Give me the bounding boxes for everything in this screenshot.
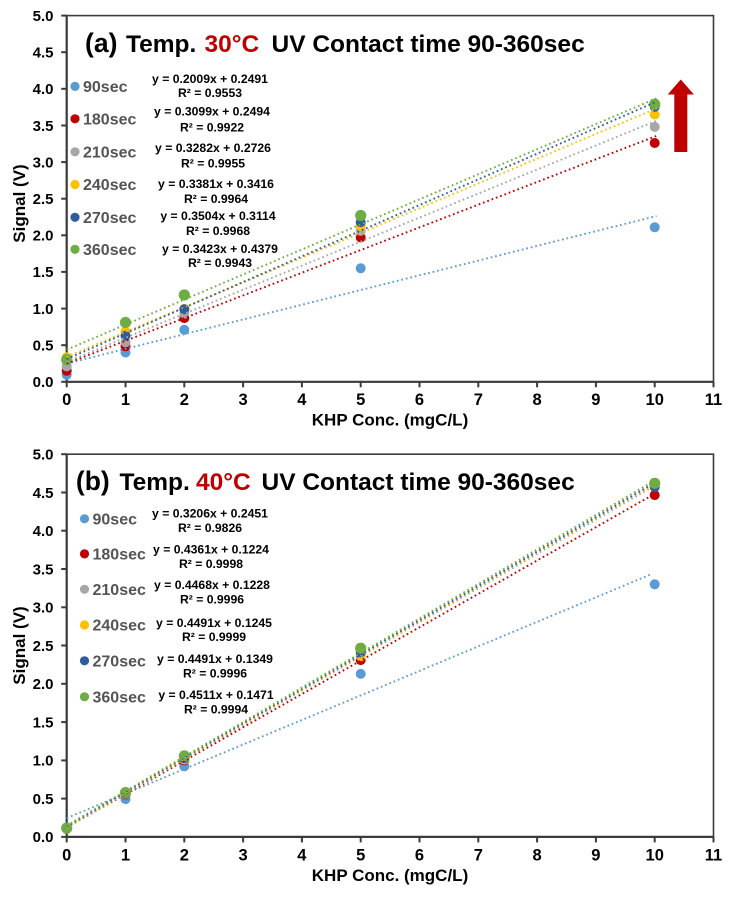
svg-text:210sec: 210sec	[83, 144, 136, 161]
svg-text:360sec: 360sec	[93, 689, 146, 706]
svg-text:0: 0	[62, 391, 71, 409]
svg-text:1.5: 1.5	[33, 714, 54, 731]
svg-text:Signal (V): Signal (V)	[10, 164, 29, 242]
svg-text:3.5: 3.5	[33, 561, 54, 578]
svg-text:R² = 0.9994: R² = 0.9994	[184, 702, 248, 716]
svg-text:UV Contact time 90-360sec: UV Contact time 90-360sec	[272, 31, 585, 58]
svg-text:1.0: 1.0	[33, 753, 54, 770]
svg-text:30°C: 30°C	[205, 31, 260, 58]
svg-text:5: 5	[356, 847, 365, 865]
svg-text:4: 4	[297, 847, 307, 865]
svg-text:Temp.: Temp.	[120, 469, 190, 496]
svg-text:KHP Conc. (mgC/L): KHP Conc. (mgC/L)	[312, 866, 468, 885]
svg-text:y = 0.4511x + 0.1471: y = 0.4511x + 0.1471	[158, 688, 273, 702]
svg-text:R² = 0.9955: R² = 0.9955	[181, 156, 245, 170]
svg-text:8: 8	[533, 391, 542, 409]
svg-text:y = 0.4361x + 0.1224: y = 0.4361x + 0.1224	[153, 543, 269, 557]
svg-text:R² = 0.9998: R² = 0.9998	[179, 557, 243, 571]
svg-text:10: 10	[646, 847, 664, 865]
svg-text:180sec: 180sec	[93, 546, 146, 563]
svg-text:(b): (b)	[76, 466, 110, 496]
svg-text:Temp.: Temp.	[126, 31, 196, 58]
svg-text:y = 0.3423x + 0.4379: y = 0.3423x + 0.4379	[162, 242, 278, 256]
svg-text:3.0: 3.0	[33, 600, 54, 617]
svg-text:270sec: 270sec	[93, 653, 146, 670]
svg-text:8: 8	[533, 847, 542, 865]
svg-text:2.0: 2.0	[33, 228, 54, 245]
svg-text:270sec: 270sec	[83, 210, 136, 227]
svg-text:40°C: 40°C	[196, 469, 251, 496]
svg-text:y = 0.4468x + 0.1228: y = 0.4468x + 0.1228	[154, 578, 270, 592]
svg-text:9: 9	[591, 847, 600, 865]
svg-text:R² = 0.9922: R² = 0.9922	[180, 120, 244, 134]
svg-text:180sec: 180sec	[83, 111, 136, 128]
svg-text:R² = 0.9968: R² = 0.9968	[186, 224, 250, 238]
svg-text:5: 5	[356, 391, 365, 409]
svg-text:R² = 0.9943: R² = 0.9943	[188, 256, 252, 270]
svg-text:4.0: 4.0	[33, 523, 54, 540]
svg-text:0.0: 0.0	[33, 374, 54, 391]
svg-text:6: 6	[415, 391, 424, 409]
svg-text:0.0: 0.0	[33, 829, 54, 846]
svg-text:R² = 0.9996: R² = 0.9996	[180, 592, 244, 606]
svg-text:R² = 0.9964: R² = 0.9964	[184, 192, 248, 206]
svg-text:2.0: 2.0	[33, 676, 54, 693]
svg-text:y = 0.3381x + 0.3416: y = 0.3381x + 0.3416	[158, 177, 274, 191]
svg-text:4.5: 4.5	[33, 485, 54, 502]
svg-text:5.0: 5.0	[33, 447, 54, 464]
svg-text:0.5: 0.5	[33, 791, 54, 808]
svg-text:UV Contact time 90-360sec: UV Contact time 90-360sec	[262, 469, 575, 496]
svg-text:1: 1	[121, 391, 130, 409]
svg-text:90sec: 90sec	[83, 79, 128, 96]
svg-text:KHP Conc. (mgC/L): KHP Conc. (mgC/L)	[312, 411, 468, 430]
svg-text:y = 0.3206x + 0.2451: y = 0.3206x + 0.2451	[152, 507, 268, 521]
svg-text:360sec: 360sec	[83, 242, 136, 259]
svg-text:R² = 0.9996: R² = 0.9996	[183, 667, 247, 681]
svg-text:4.0: 4.0	[33, 81, 54, 98]
svg-text:2: 2	[180, 847, 189, 865]
svg-text:5.0: 5.0	[33, 8, 54, 25]
svg-text:1.0: 1.0	[33, 301, 54, 318]
svg-text:R² = 0.9826: R² = 0.9826	[178, 521, 242, 535]
svg-text:3: 3	[239, 847, 248, 865]
svg-text:11: 11	[705, 391, 722, 409]
svg-text:11: 11	[705, 847, 722, 865]
svg-text:210sec: 210sec	[93, 582, 146, 599]
svg-text:240sec: 240sec	[83, 177, 136, 194]
svg-text:4.5: 4.5	[33, 45, 54, 62]
svg-text:2.5: 2.5	[33, 638, 54, 655]
svg-text:7: 7	[474, 847, 483, 865]
svg-text:y = 0.2009x + 0.2491: y = 0.2009x + 0.2491	[152, 72, 268, 86]
svg-text:(a): (a)	[85, 28, 117, 58]
svg-text:10: 10	[646, 391, 664, 409]
svg-text:y = 0.4491x + 0.1245: y = 0.4491x + 0.1245	[156, 616, 272, 630]
svg-text:y = 0.4491x + 0.1349: y = 0.4491x + 0.1349	[157, 652, 273, 666]
svg-text:0: 0	[62, 847, 71, 865]
svg-text:4: 4	[297, 391, 307, 409]
svg-text:0.5: 0.5	[33, 338, 54, 355]
svg-text:y = 0.3099x + 0.2494: y = 0.3099x + 0.2494	[154, 104, 270, 118]
svg-text:2: 2	[180, 391, 189, 409]
svg-text:Signal (V): Signal (V)	[10, 606, 29, 684]
svg-text:3: 3	[239, 391, 248, 409]
svg-text:R² = 0.9553: R² = 0.9553	[178, 86, 242, 100]
svg-text:7: 7	[474, 391, 483, 409]
svg-text:3.0: 3.0	[33, 154, 54, 171]
svg-text:1: 1	[121, 847, 130, 865]
svg-text:R² = 0.9999: R² = 0.9999	[182, 630, 246, 644]
svg-text:6: 6	[415, 847, 424, 865]
svg-text:y = 0.3504x + 0.3114: y = 0.3504x + 0.3114	[160, 209, 275, 223]
svg-text:9: 9	[591, 391, 600, 409]
svg-text:3.5: 3.5	[33, 118, 54, 135]
svg-text:y = 0.3282x + 0.2726: y = 0.3282x + 0.2726	[155, 141, 271, 155]
svg-text:90sec: 90sec	[93, 511, 138, 528]
svg-text:2.5: 2.5	[33, 191, 54, 208]
svg-text:240sec: 240sec	[93, 618, 146, 635]
svg-text:1.5: 1.5	[33, 264, 54, 281]
